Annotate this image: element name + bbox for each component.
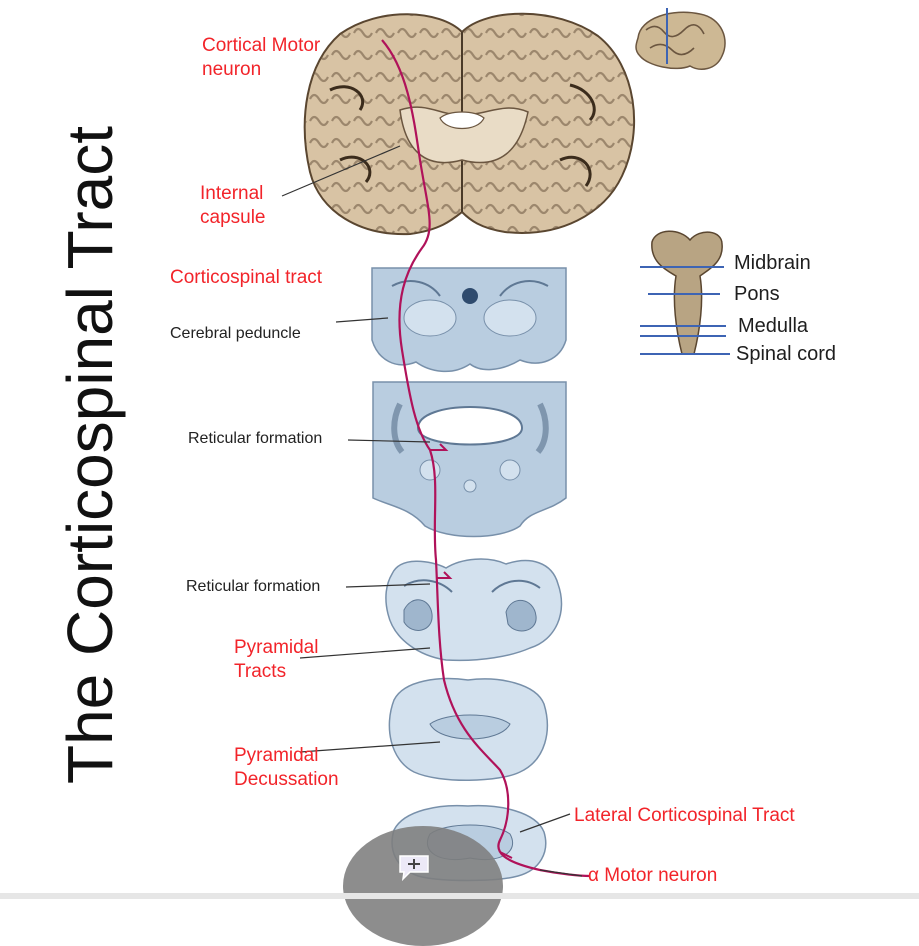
- label-alpha-motor-neuron: α Motor neuron: [588, 865, 718, 886]
- brainstem-levels-icon: [640, 230, 730, 355]
- label-reticular-formation-pons: Reticular formation: [188, 430, 323, 447]
- brain-thumbnail-icon: [635, 8, 726, 70]
- pons-section: [372, 381, 567, 538]
- label-cortical-motor-neuron: Cortical Motor neuron: [202, 35, 321, 80]
- legend-medulla: Medulla: [738, 315, 809, 337]
- leader-lines: [281, 145, 583, 877]
- label-pyramidal-tracts: Pyramidal Tracts: [234, 637, 319, 682]
- legend-spinal-cord: Spinal cord: [736, 343, 837, 365]
- label-cerebral-peduncle: Cerebral peduncle: [170, 325, 301, 342]
- brain-coronal-section: [303, 12, 636, 236]
- label-reticular-formation-medulla: Reticular formation: [186, 578, 321, 595]
- legend-pons: Pons: [734, 283, 780, 305]
- diagram-canvas: [281, 8, 730, 882]
- label-lateral-corticospinal-tract: Lateral Corticospinal Tract: [574, 805, 795, 826]
- decussation-section: [388, 677, 549, 781]
- label-corticospinal-tract: Corticospinal tract: [170, 267, 323, 288]
- midbrain-section: [371, 267, 567, 373]
- bottom-bar: [0, 893, 919, 899]
- chat-overlay[interactable]: [343, 826, 503, 946]
- medulla-section: [385, 558, 563, 662]
- chat-bubble-icon[interactable]: [396, 852, 432, 882]
- corticospinal-tract-path: [381, 39, 591, 878]
- label-pyramidal-decussation: Pyramidal Decussation: [234, 745, 339, 790]
- legend-midbrain: Midbrain: [734, 252, 811, 274]
- label-internal-capsule: Internal capsule: [200, 183, 266, 228]
